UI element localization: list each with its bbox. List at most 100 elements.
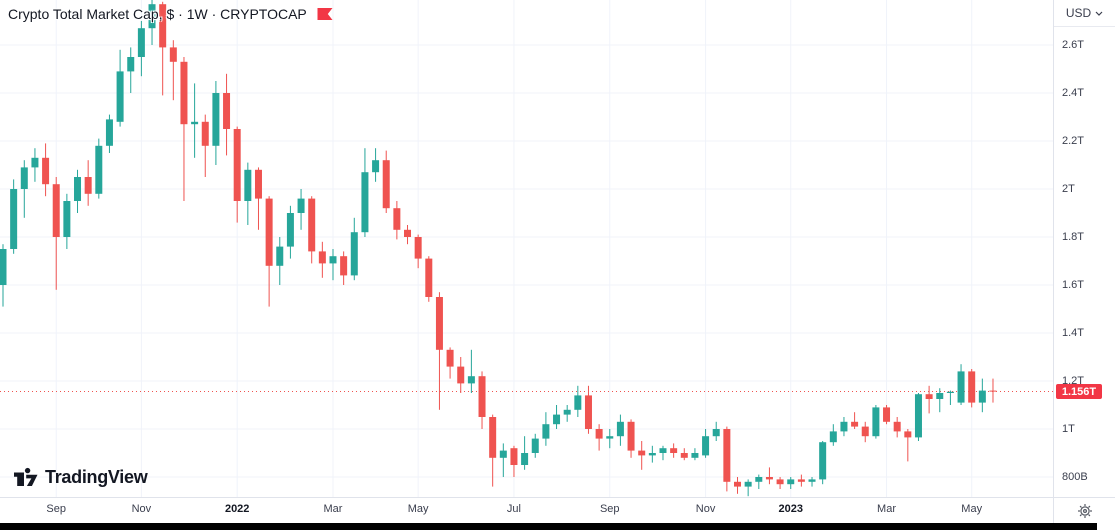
- candle-body: [744, 481, 752, 487]
- time-tick-label: Mar: [877, 503, 897, 515]
- candle-body: [286, 213, 294, 247]
- time-tick-label: Nov: [695, 503, 716, 515]
- candle-wick: [939, 388, 941, 413]
- candle-body: [276, 246, 284, 266]
- candle-body: [978, 390, 986, 403]
- time-tick-label: Nov: [131, 503, 152, 515]
- candle-body: [318, 251, 326, 264]
- candle-body: [95, 145, 103, 194]
- candle-body: [297, 198, 305, 213]
- candle-wick: [747, 479, 749, 497]
- candle-body: [808, 479, 816, 482]
- candle-body: [116, 71, 124, 122]
- candle-body: [329, 256, 337, 264]
- chevron-down-icon: [1095, 11, 1103, 16]
- tradingview-logo[interactable]: TradingView: [12, 466, 148, 488]
- candle-body: [372, 160, 380, 173]
- candle-body: [616, 421, 624, 437]
- candle-body: [74, 177, 82, 201]
- candle-body: [584, 395, 592, 429]
- candle-body: [574, 395, 582, 410]
- candle-body: [765, 477, 773, 480]
- candle-body: [723, 429, 731, 482]
- price-scale[interactable]: USD 2.6T 2.4T 2.2T 2T 1.8T 1.6T 1.4T 1.2T 1T 800B…: [1053, 0, 1115, 523]
- candle-body: [382, 160, 390, 209]
- candle-body: [212, 93, 220, 146]
- symbol-title-row: Crypto Total Market Cap, $ · 1W · CRYPTO…: [8, 6, 333, 22]
- candle-wick: [162, 1, 164, 96]
- candle-body: [404, 229, 412, 237]
- flag-button[interactable]: [317, 8, 333, 20]
- candle-body: [10, 189, 18, 249]
- candle-body: [989, 390, 997, 392]
- candle-wick: [949, 390, 951, 405]
- candle-body: [42, 157, 50, 185]
- candle-body: [478, 376, 486, 417]
- candle-body: [435, 297, 443, 350]
- time-tick-label: May: [407, 503, 429, 515]
- candle-body: [680, 453, 688, 458]
- candle-body: [968, 371, 976, 403]
- candle-body: [734, 481, 742, 487]
- candle-body: [0, 249, 7, 285]
- candle-body: [670, 448, 678, 453]
- candle-wick: [907, 429, 909, 462]
- candle-body: [872, 407, 880, 437]
- scale-settings-button[interactable]: [1053, 497, 1115, 523]
- candle-body: [191, 121, 199, 125]
- candle-body: [457, 366, 465, 384]
- candle-body: [606, 436, 614, 439]
- candle-body: [787, 479, 795, 485]
- candle-body: [223, 93, 231, 129]
- candle-body: [467, 376, 475, 384]
- tradingview-logo-mark: [14, 467, 38, 486]
- candle-body: [925, 394, 933, 399]
- price-tick-label: 1.2T: [1062, 375, 1085, 387]
- symbol-title[interactable]: Crypto Total Market Cap, $ · 1W · CRYPTO…: [8, 6, 307, 22]
- candle-body: [489, 417, 497, 458]
- candle-body: [797, 479, 805, 482]
- candle-body: [904, 431, 912, 438]
- candle-body: [883, 407, 891, 422]
- price-tick-label: 1.4T: [1062, 327, 1085, 339]
- candle-body: [361, 172, 369, 233]
- candle-body: [563, 409, 571, 415]
- candle-body: [52, 184, 60, 237]
- candle-body: [531, 438, 539, 453]
- candle-body: [702, 436, 710, 456]
- time-tick-label: Jul: [506, 503, 521, 515]
- time-scale[interactable]: Sep Nov 2022 Mar May Jul Sep Nov 2023 Mar May: [0, 497, 1053, 523]
- candle-body: [244, 169, 252, 201]
- candle-body: [691, 453, 699, 458]
- candlestick-chart[interactable]: [0, 0, 1053, 497]
- time-tick-label: Sep: [46, 503, 67, 515]
- candle-body: [127, 57, 135, 72]
- price-tick-label: 1.8T: [1062, 231, 1085, 243]
- flag-icon: [317, 8, 333, 20]
- candle-body: [169, 47, 177, 62]
- candle-body: [914, 394, 922, 438]
- candle-body: [201, 121, 209, 146]
- chart-pane[interactable]: Crypto Total Market Cap, $ · 1W · CRYPTO…: [0, 0, 1053, 497]
- candle-body: [499, 450, 507, 458]
- currency-menu-button[interactable]: USD: [1054, 0, 1115, 27]
- candle-body: [350, 232, 358, 276]
- candle-body: [414, 237, 422, 259]
- candle-body: [936, 393, 944, 399]
- candle-body: [659, 448, 667, 453]
- candle-body: [712, 429, 720, 437]
- candle-body: [63, 201, 71, 237]
- time-tick-label: May: [961, 503, 983, 515]
- candle-body: [425, 258, 433, 297]
- candle-body: [851, 421, 859, 427]
- candle-body: [148, 4, 156, 29]
- candle-body: [180, 61, 188, 125]
- candle-body: [521, 453, 529, 465]
- candle-body: [510, 448, 518, 465]
- candle-body: [20, 167, 28, 189]
- gear-icon: [1077, 503, 1092, 518]
- candle-body: [340, 256, 348, 276]
- candle-body: [638, 450, 646, 456]
- bottom-black-bar: [0, 523, 1097, 530]
